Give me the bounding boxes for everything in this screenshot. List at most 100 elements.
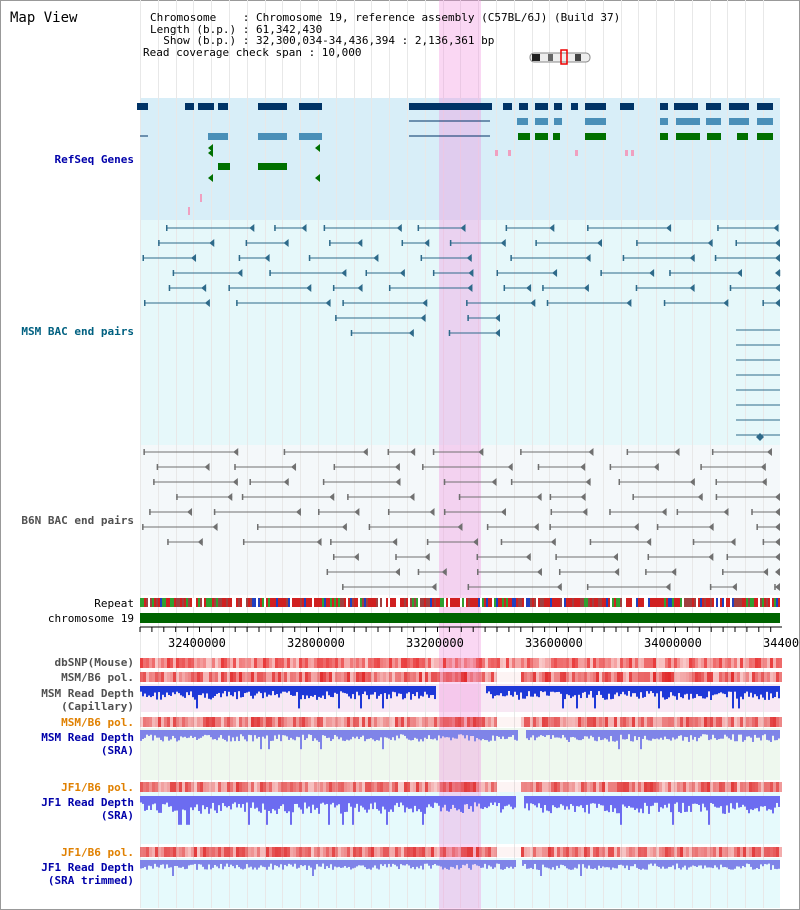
msm-depth-sra-label[interactable]: MSM Read Depth (SRA) — [41, 731, 134, 757]
read-depth-bar — [588, 860, 590, 866]
polymorphism-cell — [473, 658, 476, 668]
repeat-mark — [358, 598, 360, 607]
read-depth-bar — [336, 730, 338, 737]
read-depth-bar — [628, 730, 630, 735]
repeat-mark — [164, 598, 166, 607]
read-depth-bar — [312, 860, 314, 876]
repeat-mark — [534, 598, 536, 607]
read-depth-bar — [728, 796, 730, 813]
bac-end-arrow — [646, 538, 652, 546]
read-depth-bar — [338, 860, 340, 867]
repeat-mark — [770, 598, 772, 607]
msm-depth-capillary-label[interactable]: MSM Read Depth (Capillary) — [41, 687, 134, 713]
polymorphism-cell — [623, 658, 626, 668]
repeat-mark — [260, 598, 262, 607]
polymorphism-cell — [392, 658, 395, 668]
dbsnp-track-label[interactable]: dbSNP(Mouse) — [54, 656, 134, 669]
read-depth-bar — [156, 730, 158, 738]
read-depth-bar — [516, 686, 518, 695]
read-depth-bar — [688, 796, 690, 806]
polymorphism-cell — [248, 672, 251, 682]
read-depth-bar — [456, 796, 458, 811]
read-depth-bar — [506, 860, 508, 867]
grid-line — [371, 0, 372, 908]
jf1-b6-pol-label-2[interactable]: JF1/B6 pol. — [61, 846, 134, 859]
read-depth-bar — [226, 796, 228, 808]
jf1-depth-sra-label[interactable]: JF1 Read Depth (SRA) — [41, 796, 134, 822]
read-depth-bar — [438, 730, 440, 736]
repeat-mark — [424, 598, 426, 607]
polymorphism-cell — [590, 672, 593, 682]
read-depth-bar — [566, 796, 568, 807]
jf1-b6-pol-label[interactable]: JF1/B6 pol. — [61, 781, 134, 794]
msm-b6-pol-label-2[interactable]: MSM/B6 pol. — [61, 716, 134, 729]
read-depth-bar — [202, 686, 204, 694]
read-depth-bar — [538, 686, 540, 698]
polymorphism-cell — [284, 672, 287, 682]
read-depth-bar — [632, 686, 634, 694]
polymorphism-cell — [542, 658, 545, 668]
read-depth-bar — [376, 860, 378, 869]
repeat-mark — [224, 598, 226, 607]
polymorphism-cell — [626, 782, 629, 792]
polymorphism-cell — [401, 782, 404, 792]
bac-end-arrow — [325, 299, 331, 307]
read-depth-bar — [288, 860, 290, 864]
grid-line — [229, 0, 230, 908]
msm-b6-pol-label[interactable]: MSM/B6 pol. — [61, 671, 134, 684]
read-depth-bar — [694, 860, 696, 867]
polymorphism-cell — [368, 717, 371, 727]
polymorphism-cell — [356, 658, 359, 668]
grid-line — [621, 0, 622, 908]
read-depth-bar — [242, 730, 244, 737]
selected-region-highlight[interactable] — [439, 0, 481, 910]
read-depth-bar — [264, 860, 266, 868]
polymorphism-cell — [341, 717, 344, 727]
b6n-bac-track-label[interactable]: B6N BAC end pairs — [21, 514, 134, 527]
read-depth-bar — [428, 860, 430, 866]
refseq-track-label[interactable]: RefSeq Genes — [54, 153, 134, 166]
grid-line — [443, 0, 444, 908]
polymorphism-cell — [161, 717, 164, 727]
read-depth-bar — [250, 796, 252, 808]
read-depth-bar — [198, 686, 200, 695]
msm-bac-track-label[interactable]: MSM BAC end pairs — [21, 325, 134, 338]
read-depth-bar — [254, 686, 256, 696]
repeat-mark — [742, 598, 744, 607]
read-depth-bar — [208, 686, 210, 699]
polymorphism-cell — [467, 717, 470, 727]
repeat-mark — [730, 598, 732, 607]
read-depth-bar — [364, 860, 366, 868]
bac-end-mark — [333, 464, 336, 470]
polymorphism-cell — [677, 658, 680, 668]
repeat-mark — [582, 598, 584, 607]
read-depth-bar — [252, 686, 254, 699]
bac-end-arrow — [204, 299, 210, 307]
polymorphism-cell — [467, 782, 470, 792]
polymorphism-cell — [410, 782, 413, 792]
polymorphism-cell — [620, 847, 623, 857]
polymorphism-cell — [257, 717, 260, 727]
polymorphism-cell — [698, 847, 701, 857]
jf1-depth-trim-label[interactable]: JF1 Read Depth (SRA trimmed) — [41, 861, 134, 887]
read-depth-bar — [420, 860, 422, 866]
read-depth-bar — [574, 686, 576, 696]
polymorphism-cell — [407, 847, 410, 857]
repeat-mark — [702, 598, 704, 607]
read-depth-bar — [416, 860, 418, 867]
read-depth-bar — [232, 686, 234, 697]
bac-end-mark — [586, 584, 589, 590]
read-depth-bar — [396, 686, 398, 697]
polymorphism-cell — [320, 782, 323, 792]
read-depth-bar — [216, 860, 218, 867]
polymorphism-cell — [563, 658, 566, 668]
polymorphism-cell — [197, 717, 200, 727]
polymorphism-cell — [548, 672, 551, 682]
repeat-mark — [512, 598, 514, 607]
repeat-mark — [386, 598, 388, 607]
read-depth-bar — [766, 860, 768, 865]
read-depth-bar — [558, 730, 560, 738]
polymorphism-cell — [548, 717, 551, 727]
read-depth-bar — [176, 796, 178, 811]
read-depth-bar — [392, 686, 394, 692]
